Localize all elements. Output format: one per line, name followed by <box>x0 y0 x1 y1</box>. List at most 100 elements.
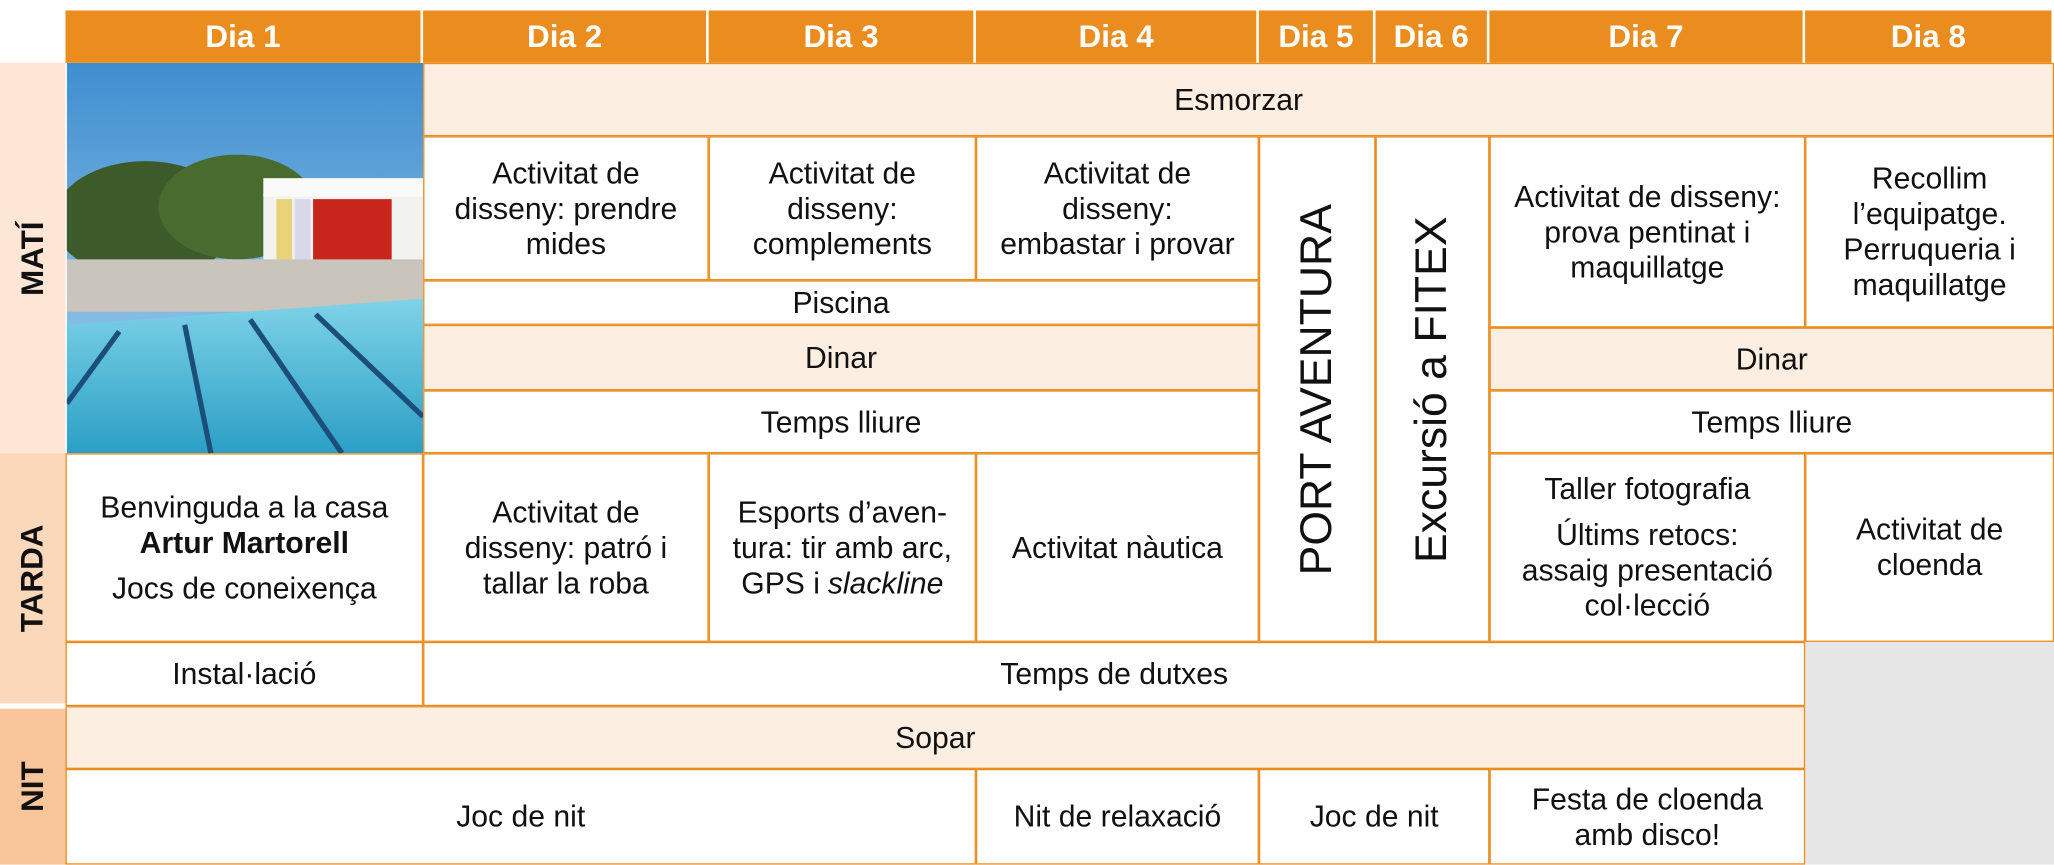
schedule-cell: PORT AVENTURA <box>1258 136 1376 642</box>
cell-text: Sopar <box>895 719 976 754</box>
cell-text: Joc de nit <box>456 799 586 834</box>
cell-text: Activitat de <box>492 155 640 190</box>
schedule-cell: Dinar <box>1489 327 2054 391</box>
schedule-cell: Dinar <box>423 324 1259 391</box>
schedule-cell: Nit de relaxació <box>975 768 1259 865</box>
day-header: Dia 5 <box>1258 10 1376 63</box>
schedule-cell: Temps lliure <box>1489 390 2054 454</box>
cell-text: Activitat de <box>492 494 640 529</box>
cell-text: maquillatge <box>1570 249 1725 284</box>
day-label: Dia 7 <box>1608 18 1684 55</box>
cell-text: Dinar <box>805 339 878 375</box>
day-label: Dia 3 <box>803 18 879 55</box>
cell-text: disseny: <box>1062 190 1173 225</box>
schedule-cell: Temps lliure <box>423 390 1259 454</box>
cell-text: l’equipatge. <box>1852 196 2007 231</box>
schedule-cell: Activitat de disseny: embastar i provar <box>975 136 1259 281</box>
schedule-cell: Temps de dutxes <box>423 641 1806 707</box>
cell-line: GPS i slackline <box>741 565 943 600</box>
cell-text: Jocs de coneixença <box>111 570 377 605</box>
schedule-cell: Sopar <box>65 706 1806 769</box>
cell-text: Recollim <box>1871 161 1988 196</box>
cell-text: Activitat de <box>1043 155 1192 190</box>
schedule-cell: Esports d’aven-tura: tir amb arc, GPS i sl… <box>708 453 976 642</box>
day-header: Dia 8 <box>1805 10 2054 63</box>
cell-text: maquillatge <box>1852 267 2007 302</box>
cell-text: Temps de dutxes <box>1000 656 1229 691</box>
cell-text: Artur Martorell <box>139 524 349 559</box>
day-label: Dia 8 <box>1890 18 1966 55</box>
cell-text: Esmorzar <box>1174 81 1304 116</box>
cell-text: GPS i <box>741 565 820 600</box>
cell-text: Activitat de disseny: <box>1514 178 1781 213</box>
cell-text: Activitat de <box>1855 512 2004 547</box>
empty-area <box>1805 641 2054 865</box>
cell-text: disseny: prendre <box>454 190 678 225</box>
day-label: Dia 1 <box>205 18 281 55</box>
day-header: Dia 7 <box>1489 10 1806 63</box>
schedule-cell: Activitat de disseny: prendre mides <box>423 136 709 281</box>
schedule-cell: Activitat de disseny: complements <box>708 136 976 281</box>
photo <box>66 62 424 454</box>
cell-text: Activitat nàutica <box>1011 529 1223 564</box>
period-text: TARDA <box>15 524 51 633</box>
period-label: TARDA <box>0 453 66 704</box>
schedule-cell: Esmorzar <box>423 62 2054 137</box>
cell-text: tallar la roba <box>483 565 649 600</box>
schedule-cell: Activitat de disseny: prova pentinat i maq… <box>1489 136 1806 328</box>
schedule-cell: Joc de nit <box>1258 768 1490 865</box>
cell-text: embastar i provar <box>1000 225 1235 261</box>
day-header: Dia 2 <box>423 10 709 63</box>
schedule-cell: Activitat de disseny: patró i tallar la ro… <box>423 453 709 642</box>
schedule-cell: Instal·lació <box>65 641 424 707</box>
day-label: Dia 5 <box>1278 18 1354 55</box>
period-text: NIT <box>15 761 51 812</box>
cell-text: assaig presentació <box>1521 552 1773 587</box>
schedule-cell: Benvinguda a la casa Artur Martorell Jocs … <box>65 453 424 642</box>
cell-text: Festa de cloenda <box>1531 781 1763 816</box>
cell-text: Piscina <box>792 284 890 319</box>
cell-text: Temps lliure <box>760 404 922 439</box>
cell-text: Taller fotografia <box>1544 471 1751 506</box>
day-label: Dia 6 <box>1393 18 1469 55</box>
schedule-cell: Taller fotografia Últims retocs: assaig pr… <box>1489 453 1806 642</box>
cell-text: Activitat de <box>768 155 917 190</box>
cell-text: Últims retocs: <box>1556 517 1739 552</box>
day-header: Dia 1 <box>65 10 424 63</box>
cell-text: Nit de relaxació <box>1013 799 1222 834</box>
schedule-cell: Activitat nàutica <box>975 453 1259 642</box>
cell-text: PORT AVENTURA <box>1291 203 1342 575</box>
cell-text: complements <box>752 225 932 261</box>
schedule-cell: Excursió a FITEX <box>1375 136 1490 642</box>
cell-text: disseny: <box>787 190 898 225</box>
day-label: Dia 4 <box>1078 18 1154 55</box>
schedule-cell: Festa de cloenda amb disco! <box>1489 768 1806 865</box>
cell-text: prova pentinat i <box>1544 214 1751 249</box>
day-header: Dia 4 <box>975 10 1259 63</box>
schedule-cell: Recollim l’equipatge. Perruqueria i maquill… <box>1805 136 2054 328</box>
day-header: Dia 6 <box>1375 10 1490 63</box>
schedule-cell: Piscina <box>423 280 1259 325</box>
period-text: MATÍ <box>15 220 51 296</box>
period-label: NIT <box>0 708 66 865</box>
cell-text: Dinar <box>1735 341 1808 376</box>
cell-text: Instal·lació <box>172 656 317 691</box>
day-header: Dia 3 <box>708 10 976 63</box>
schedule-cell: Activitat de cloenda <box>1805 453 2054 642</box>
cell-text: mides <box>525 225 607 261</box>
cell-text: Perruqueria i <box>1843 231 2016 266</box>
cell-text: Benvinguda a la casa <box>100 489 389 524</box>
cell-text: disseny: patró i <box>464 529 668 564</box>
cell-text: col·lecció <box>1584 588 1711 623</box>
cell-text: tura: tir amb arc, <box>732 529 953 564</box>
cell-text: amb disco! <box>1574 816 1721 851</box>
cell-text: cloenda <box>1876 547 1983 582</box>
schedule-cell: Joc de nit <box>65 768 976 865</box>
cell-text: Temps lliure <box>1691 404 1853 439</box>
period-label: MATÍ <box>0 62 66 454</box>
cell-text: Esports d’aven- <box>737 494 948 529</box>
day-label: Dia 2 <box>527 18 603 55</box>
cell-text: slackline <box>827 565 944 600</box>
cell-text: Joc de nit <box>1309 799 1439 834</box>
